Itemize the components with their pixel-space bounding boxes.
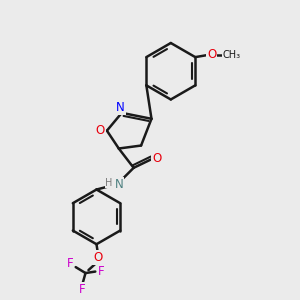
Text: O: O <box>152 152 161 165</box>
Text: F: F <box>79 283 85 296</box>
Text: O: O <box>207 48 216 61</box>
Text: CH₃: CH₃ <box>223 50 241 60</box>
Text: O: O <box>96 124 105 137</box>
Text: F: F <box>66 257 73 270</box>
Text: O: O <box>93 251 103 264</box>
Text: H: H <box>105 178 113 188</box>
Text: F: F <box>98 265 105 278</box>
Text: N: N <box>116 101 125 114</box>
Text: N: N <box>114 178 123 191</box>
